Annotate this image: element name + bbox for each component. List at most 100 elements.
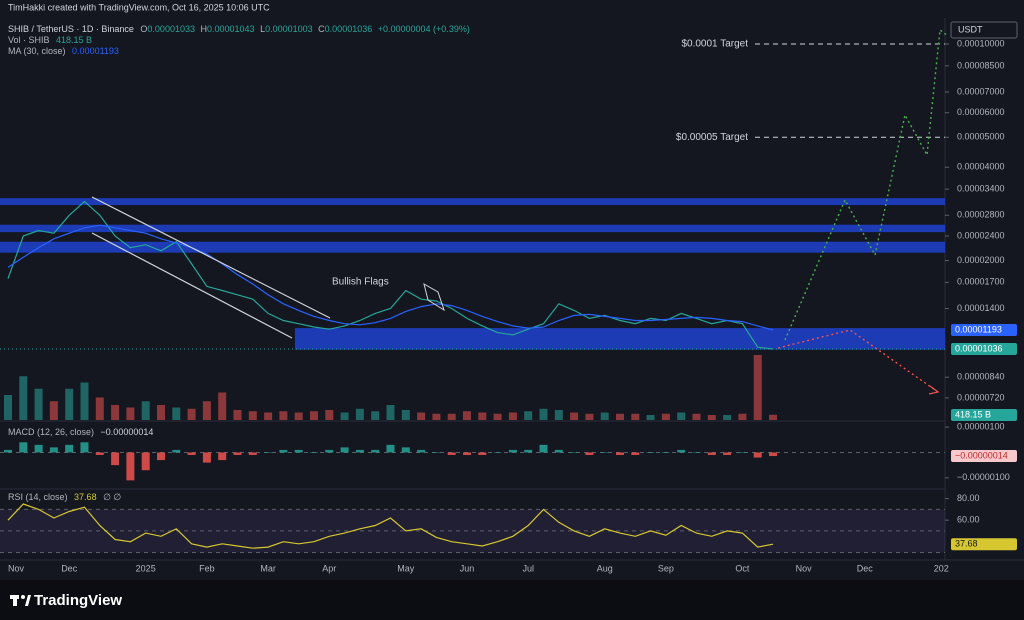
volume-value: 418.15 B: [56, 35, 92, 45]
y-tick-label: 0.00005000: [957, 132, 1005, 142]
annotation: Bullish Flags: [332, 277, 389, 288]
bar: [432, 413, 441, 420]
x-tick-label: Sep: [658, 563, 674, 573]
bar: [325, 410, 334, 420]
bar: [34, 444, 43, 453]
bar: [325, 449, 334, 453]
bar: [585, 413, 594, 420]
rsi-title: RSI (14, close): [8, 492, 68, 502]
bar: [187, 408, 196, 420]
background: [0, 0, 1024, 580]
bar: [447, 452, 456, 455]
zone: [0, 241, 945, 253]
annotation: $0.00005 Target: [676, 132, 748, 143]
bar: [141, 452, 150, 471]
bar: [279, 411, 288, 420]
y-tick-label: 0.00002400: [957, 230, 1005, 240]
price-label: −0.00000014: [955, 450, 1008, 460]
bar: [539, 444, 548, 453]
y-tick-label: −0.00000100: [957, 472, 1010, 482]
bar: [19, 442, 28, 453]
logo-mark: [13, 595, 17, 606]
bar: [126, 452, 135, 481]
bar: [294, 449, 303, 453]
bar: [707, 452, 716, 455]
bar: [80, 442, 89, 453]
arrow-head: [928, 385, 940, 395]
footer-bg: [0, 580, 1024, 620]
bar: [508, 412, 517, 420]
x-tick-label: Oct: [735, 563, 750, 573]
zone: [0, 198, 945, 206]
x-tick-label: Apr: [322, 563, 336, 573]
bar: [524, 411, 533, 420]
x-tick-label: Nov: [8, 563, 25, 573]
bar: [218, 392, 227, 420]
price-label: 0.00001193: [955, 324, 1002, 334]
bar: [723, 452, 732, 455]
bar: [646, 452, 655, 453]
bar: [616, 413, 624, 420]
bar: [218, 452, 227, 461]
bar: [355, 408, 364, 420]
bar: [401, 447, 410, 453]
bar: [570, 412, 579, 420]
bar: [524, 449, 533, 453]
macd-legend: MACD (12, 26, close) −0.00000014: [8, 427, 153, 437]
ohlc-key: L: [260, 24, 265, 34]
currency-box: [950, 21, 1018, 39]
brand: TradingView: [34, 592, 122, 609]
ma-value: 0.00001193: [72, 46, 119, 56]
bar: [570, 452, 579, 453]
bar: [95, 452, 104, 455]
price-label: 37.68: [955, 539, 978, 549]
zone: [0, 224, 945, 233]
price-label-bg: [951, 450, 1017, 463]
series-line: [7, 503, 774, 549]
bar: [493, 413, 502, 420]
x-tick-label: 2025: [136, 563, 156, 573]
macd-value: −0.00000014: [101, 427, 154, 437]
bar: [677, 449, 686, 453]
bar: [508, 449, 517, 453]
x-tick-label: Mar: [260, 563, 276, 573]
price-label-bg: [951, 409, 1017, 421]
channel-line: [91, 196, 331, 319]
bar: [738, 413, 747, 420]
bar: [539, 408, 548, 420]
currency: USDT: [958, 24, 983, 34]
y-tick-label: 0.00001400: [957, 303, 1005, 313]
bar: [600, 452, 609, 453]
y-tick-label: 0.00002000: [957, 255, 1005, 265]
bar: [294, 412, 303, 420]
bar: [769, 452, 777, 457]
bar: [371, 449, 380, 453]
bar: [707, 415, 716, 420]
rsi-extra: ∅ ∅: [103, 492, 121, 502]
y-tick-label: 0.00008500: [957, 60, 1005, 70]
bar: [478, 412, 487, 420]
bar: [65, 388, 74, 420]
bar: [753, 355, 762, 420]
logo-mark: [21, 595, 25, 599]
credit: TimHakki created with TradingView.com, O…: [8, 2, 270, 12]
price-label: 0.00001036: [955, 343, 1003, 353]
bar: [677, 412, 686, 420]
symbol: SHIB / TetherUS · 1D · Binance: [8, 24, 134, 34]
y-tick-label: 60.00: [957, 515, 980, 525]
bar: [310, 411, 318, 420]
macd-title: MACD (12, 26, close): [8, 427, 94, 437]
bar: [4, 449, 12, 453]
zone: [295, 328, 945, 350]
symbol-line: SHIB / TetherUS · 1D · Binance O0.000010…: [8, 24, 470, 34]
bar: [371, 411, 380, 420]
bar: [738, 452, 747, 453]
bar: [661, 413, 670, 420]
y-tick-label: 0.00000720: [957, 392, 1005, 402]
x-tick-label: Jul: [522, 563, 534, 573]
bar: [417, 449, 426, 453]
bar: [692, 452, 701, 453]
ohlc-value: 0.00001033: [147, 24, 195, 34]
y-tick-label: 0.00000840: [957, 372, 1005, 382]
